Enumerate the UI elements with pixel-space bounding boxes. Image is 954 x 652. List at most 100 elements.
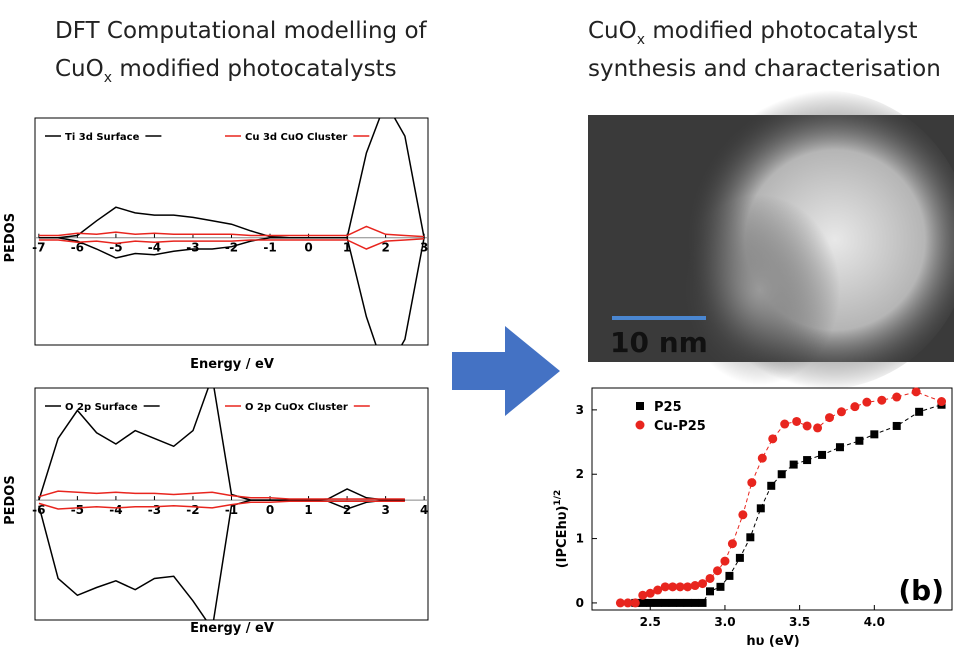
data-point [768,434,777,443]
arrow [452,326,560,416]
pedos-line [39,238,424,374]
heading-text: CuO [55,56,104,82]
x-tick-label: 2.5 [640,615,661,629]
legend-label: Cu-P25 [654,419,706,434]
y-axis-label: (IPCEhυ)1/2 [553,490,570,569]
x-tick-label: -4 [109,503,122,517]
left-heading-line1: DFT Computational modelling of [55,18,428,44]
legend-label: Cu 3d CuO Cluster [245,132,347,143]
x-tick-label: 1 [304,503,312,517]
plot-frame [35,118,428,345]
data-point [728,539,737,548]
x-tick-label: -7 [32,241,45,255]
x-tick-label: -1 [263,241,276,255]
legend-label: Ti 3d Surface [65,132,140,143]
x-tick-label: 4.0 [864,615,885,629]
data-point [747,478,756,487]
data-point [803,421,812,430]
data-point [639,599,647,607]
trend-line [635,405,941,603]
x-tick-label: -3 [148,503,161,517]
pedos-line [39,500,405,629]
legend-label: O 2p Surface [65,402,138,413]
right-heading-line1: CuOx modified photocatalyst [588,18,918,48]
pedos-line [39,377,405,500]
data-point [837,407,846,416]
data-point [699,599,707,607]
data-point [803,456,811,464]
pedos-line [39,491,405,499]
data-point [676,599,684,607]
y-axis-label: PEDOS [3,213,18,263]
data-point [915,408,923,416]
y-tick-label: 0 [576,596,584,610]
x-tick-label: 3.5 [789,615,810,629]
right-heading-line2: synthesis and characterisation [588,56,941,82]
heading-text: modified photocatalysts [112,56,397,82]
data-point [706,587,714,595]
heading-text: modified photocatalyst [645,18,918,44]
x-tick-label: -3 [186,241,199,255]
annotation: (b) [898,574,944,607]
data-point [713,566,722,575]
heading-subscript: x [637,32,645,48]
data-point [757,504,765,512]
legend-label: O 2p CuOx Cluster [245,402,348,413]
left-heading-line2: CuOx modified photocatalysts [55,56,397,86]
data-point [792,417,801,426]
y-axis-label-superscript: 1/2 [553,490,563,506]
data-point [850,402,859,411]
y-tick-label: 3 [576,403,584,417]
data-point [716,583,724,591]
data-point [691,599,699,607]
x-tick-label: 4 [420,503,428,517]
y-tick-label: 1 [576,532,584,546]
tem-image: 10 nm [588,90,954,390]
data-point [937,397,946,406]
data-point [654,599,662,607]
data-point [912,387,921,396]
data-point [778,470,786,478]
data-point [836,443,844,451]
data-point [813,423,822,432]
data-point [862,398,871,407]
legend-swatch [636,421,645,430]
y-axis-label-text: (IPCEhυ) [555,506,570,569]
data-point [780,420,789,429]
data-point [767,482,775,490]
data-point [646,599,654,607]
data-point [698,579,707,588]
x-tick-label: 0 [304,241,312,255]
data-point [758,454,767,463]
heading-text: CuO [588,18,637,44]
page: DFT Computational modelling of CuOx modi… [0,0,954,652]
data-point [855,437,863,445]
pedos-line [39,102,424,238]
heading-subscript: x [104,70,112,86]
data-point [790,461,798,469]
x-axis-label: Energy / eV [190,621,274,636]
scale-bar-label: 10 nm [610,326,708,359]
graphical-abstract: DFT Computational modelling of CuOx modi… [0,0,954,652]
data-point [684,599,692,607]
data-point [683,582,692,591]
data-point [720,557,729,566]
data-point [877,396,886,405]
data-point [736,554,744,562]
x-tick-label: 2 [343,503,351,517]
data-point [825,413,834,422]
data-point [669,599,677,607]
data-point [631,598,640,607]
x-axis-label: hυ (eV) [746,634,799,649]
x-tick-label: 0 [266,503,274,517]
x-tick-label: 3.0 [714,615,735,629]
data-point [725,572,733,580]
legend-swatch [636,402,644,410]
data-point [738,510,747,519]
y-tick-label: 2 [576,467,584,481]
data-point [818,451,826,459]
x-axis-label: Energy / eV [190,357,274,372]
data-point [892,393,901,402]
x-tick-label: -2 [186,503,199,517]
legend-label: P25 [654,400,682,415]
